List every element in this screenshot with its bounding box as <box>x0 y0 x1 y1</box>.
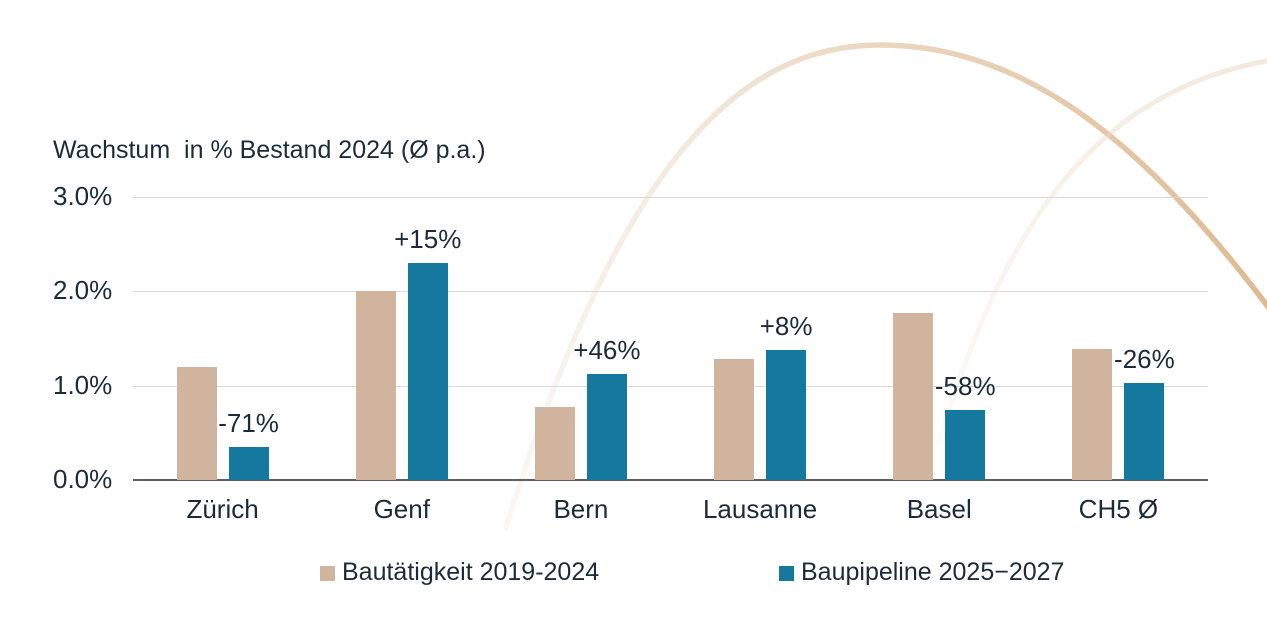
bar-bautaetigkeit <box>534 407 575 480</box>
legend-label-bautaetigkeit: Bautätigkeit 2019-2024 <box>342 558 600 586</box>
y-axis-tick-label: 0.0% <box>53 464 113 494</box>
bar-baupipeline <box>228 446 269 480</box>
plot-area: -71% +15% +46% +8% -58% -26% <box>133 197 1208 481</box>
legend-swatch-baupipeline-icon <box>779 565 794 581</box>
x-axis-line <box>133 479 1208 481</box>
bar-delta-label: -71% <box>218 407 279 438</box>
x-axis-label: Bern <box>553 494 609 524</box>
y-axis-tick-label: 2.0% <box>53 275 113 306</box>
bar-bautaetigkeit <box>1072 348 1113 480</box>
bar-baupipeline <box>945 410 986 480</box>
bar-baupipeline <box>766 349 807 480</box>
bar-delta-label: -26% <box>1114 343 1175 374</box>
bar-bautaetigkeit <box>893 313 934 480</box>
bar-bautaetigkeit <box>176 366 217 480</box>
legend-swatch-bautaetigkeit-icon <box>320 565 335 581</box>
gridline-1pct <box>133 385 1208 387</box>
legend-label-baupipeline: Baupipeline 2025−2027 <box>801 558 1065 586</box>
y-axis-tick-label: 1.0% <box>53 369 113 400</box>
bar-bautaetigkeit <box>355 291 396 480</box>
y-axis-tick-label: 3.0% <box>53 181 113 211</box>
bar-baupipeline <box>407 263 448 480</box>
x-axis-label: CH5 Ø <box>1078 494 1159 524</box>
bar-baupipeline <box>1124 382 1165 480</box>
legend-item-baupipeline: Baupipeline 2025−2027 <box>779 558 1064 586</box>
gridline-2pct <box>133 291 1208 293</box>
gridline-3pct <box>133 197 1208 198</box>
bar-delta-label: +15% <box>394 224 462 255</box>
bar-delta-label: -58% <box>934 371 996 402</box>
x-axis-label: Genf <box>373 494 430 524</box>
bar-delta-label: +8% <box>759 310 813 341</box>
chart-title: Wachstum in % Bestand 2024 (Ø p.a.) <box>53 136 486 164</box>
legend-item-bautaetigkeit: Bautätigkeit 2019-2024 <box>320 558 599 586</box>
bar-delta-label: +46% <box>573 335 641 366</box>
x-axis-label: Basel <box>906 494 972 524</box>
x-axis-label: Lausanne <box>702 494 818 524</box>
bar-baupipeline <box>586 374 627 480</box>
bar-bautaetigkeit <box>714 359 755 480</box>
x-axis-label: Zürich <box>186 494 259 524</box>
